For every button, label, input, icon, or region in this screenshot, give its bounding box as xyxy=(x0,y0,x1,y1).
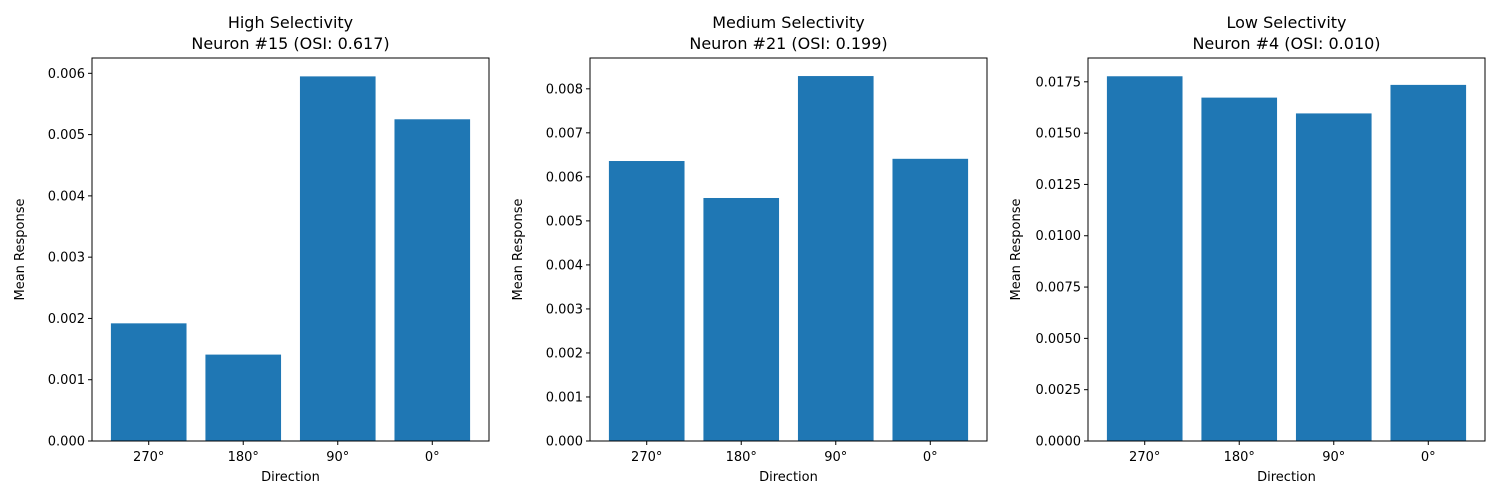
y-tick-label: 0.0050 xyxy=(1036,332,1082,347)
y-tick-label: 0.007 xyxy=(546,126,583,141)
y-tick-label: 0.003 xyxy=(48,251,85,266)
x-tick-label: 180° xyxy=(1224,450,1255,465)
bar xyxy=(797,76,874,441)
y-tick-label: 0.0125 xyxy=(1036,178,1082,193)
x-tick-label: 0° xyxy=(1421,450,1436,465)
x-tick-label: 0° xyxy=(425,450,440,465)
y-tick-label: 0.0000 xyxy=(1036,435,1082,450)
y-tick-label: 0.004 xyxy=(546,258,583,273)
y-tick-label: 0.0150 xyxy=(1036,127,1082,142)
axes-frame xyxy=(589,57,988,442)
y-tick-label: 0.008 xyxy=(546,82,583,97)
bar xyxy=(703,197,780,441)
x-tick-label: 270° xyxy=(631,450,662,465)
bar xyxy=(110,323,187,441)
y-tick-label: 0.000 xyxy=(546,435,583,450)
x-tick-label: 90° xyxy=(824,450,847,465)
bar xyxy=(205,354,282,441)
chart-subtitle: Neuron #4 (OSI: 0.010) xyxy=(1192,34,1380,53)
bar xyxy=(1106,76,1183,441)
y-axis-label: Mean Response xyxy=(13,199,28,301)
bar xyxy=(1201,97,1278,441)
bar xyxy=(394,119,471,441)
bar xyxy=(299,76,376,441)
y-tick-label: 0.005 xyxy=(48,128,85,143)
y-tick-label: 0.0025 xyxy=(1036,383,1082,398)
x-tick-label: 90° xyxy=(1322,450,1345,465)
chart-subtitle: Neuron #21 (OSI: 0.199) xyxy=(689,34,887,53)
x-tick-label: 270° xyxy=(1129,450,1160,465)
y-tick-label: 0.003 xyxy=(546,302,583,317)
y-tick-label: 0.006 xyxy=(48,67,85,82)
y-axis-label: Mean Response xyxy=(1009,199,1024,301)
y-tick-label: 0.002 xyxy=(546,346,583,361)
y-tick-label: 0.001 xyxy=(48,373,85,388)
x-tick-label: 180° xyxy=(228,450,259,465)
y-tick-label: 0.0075 xyxy=(1036,281,1082,296)
y-tick-label: 0.001 xyxy=(546,390,583,405)
x-axis-label: Direction xyxy=(759,470,818,485)
chart-title: High Selectivity xyxy=(228,13,353,32)
x-tick-label: 180° xyxy=(726,450,757,465)
bar xyxy=(892,158,969,442)
axes-frame xyxy=(1087,57,1486,442)
chart-panel-3: 0.0000 0.0025 0.0050 0.0075 0.0100 0.0125 0.01… xyxy=(1009,13,1486,485)
x-tick-label: 270° xyxy=(133,450,164,465)
chart-panel-2: 0.000 0.001 0.002 0.003 0.004 0.005 0.006 0.007… xyxy=(511,13,988,485)
y-tick-label: 0.004 xyxy=(48,189,85,204)
y-tick-label: 0.000 xyxy=(48,435,85,450)
bar xyxy=(1390,84,1467,441)
chart-title: Low Selectivity xyxy=(1226,13,1346,32)
x-tick-label: 90° xyxy=(326,450,349,465)
y-tick-label: 0.005 xyxy=(546,214,583,229)
y-axis-label: Mean Response xyxy=(511,199,526,301)
y-tick-label: 0.0100 xyxy=(1036,229,1082,244)
chart-title: Medium Selectivity xyxy=(712,13,865,32)
bar xyxy=(1295,113,1372,442)
y-tick-label: 0.0175 xyxy=(1036,75,1082,90)
bar xyxy=(608,161,685,441)
x-axis-label: Direction xyxy=(261,470,320,485)
x-axis-label: Direction xyxy=(1257,470,1316,485)
axes-frame xyxy=(91,57,490,442)
chart-subtitle: Neuron #15 (OSI: 0.617) xyxy=(191,34,389,53)
chart-panel-1: 0.000 0.001 0.002 0.003 0.004 0.005 0.006 270° 1… xyxy=(13,13,490,485)
y-tick-label: 0.002 xyxy=(48,312,85,327)
y-tick-label: 0.006 xyxy=(546,170,583,185)
x-tick-label: 0° xyxy=(923,450,938,465)
